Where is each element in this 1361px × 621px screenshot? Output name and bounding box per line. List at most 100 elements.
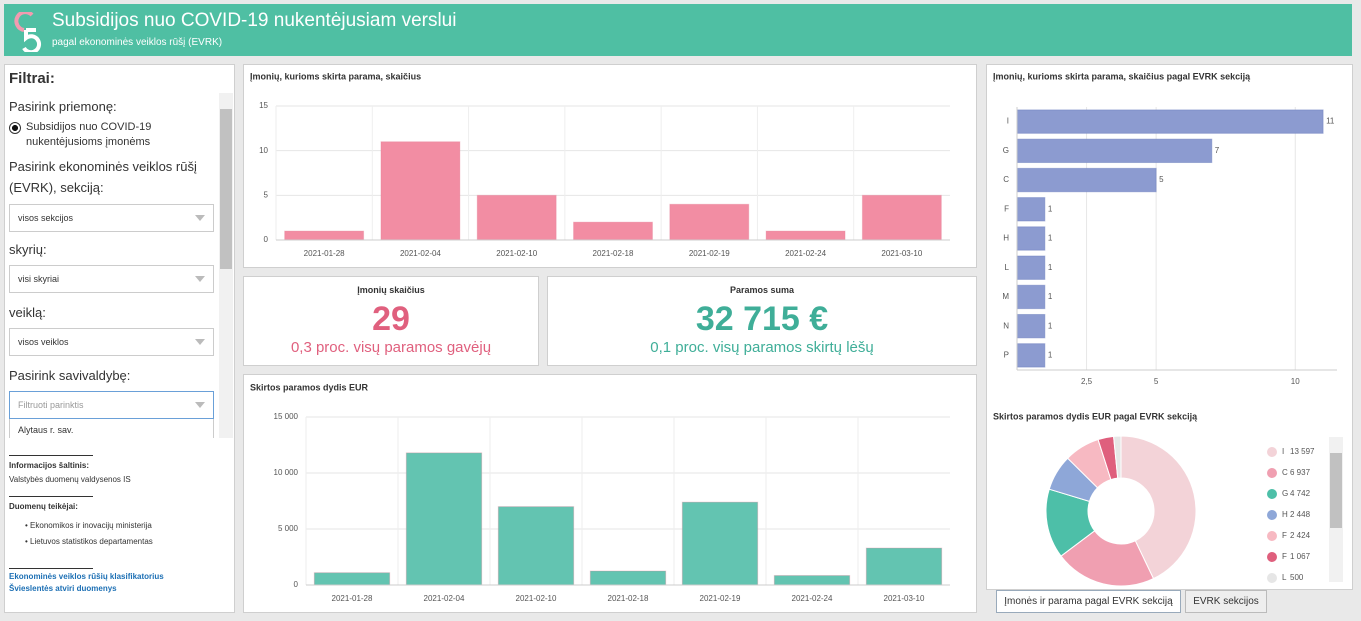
y-tick-label: H	[1003, 234, 1009, 243]
header: Subsidijos nuo COVID-19 nukentėjusiam ve…	[4, 4, 1352, 56]
x-tick-label: 2,5	[1081, 377, 1093, 386]
data-label: 11	[1326, 117, 1335, 126]
kpi-note: 0,1 proc. visų paramos skirtų lėšų	[650, 339, 874, 356]
sources: Informacijos šaltinis: Valstybės duomenų…	[9, 455, 229, 593]
chart: Skirtos paramos dydis EUR 0 5 000 10 000 15 …	[250, 382, 950, 603]
legend-value: 4 742	[1290, 489, 1311, 498]
chart-panel: Įmonių, kurioms skirta parama, skaičius …	[986, 64, 1353, 590]
kpi-card: Įmonių skaičius 29 0,3 proc. visų paramo…	[243, 276, 539, 366]
pie-slice	[1113, 435, 1122, 479]
kpi-title: Įmonių skaičius	[357, 285, 425, 295]
data-label: 1	[1048, 350, 1053, 359]
y-tick-label: 15	[259, 101, 268, 110]
logo	[14, 12, 42, 52]
legend-label: I	[1282, 447, 1284, 456]
y-tick-label: 15 000	[274, 412, 299, 421]
providers-label: Duomenų teikėjai:	[9, 502, 78, 511]
bar	[1016, 138, 1213, 164]
y-tick-label: 10	[259, 146, 268, 155]
legend-swatch	[1267, 531, 1277, 541]
municipality-option[interactable]: Alytaus r. sav.	[9, 419, 214, 438]
bar	[497, 506, 575, 586]
y-tick-label: P	[1004, 350, 1009, 359]
activity-select[interactable]: visos veiklos	[9, 328, 214, 356]
x-tick-label: 2021-02-18	[593, 249, 634, 258]
section-select[interactable]: visos sekcijos	[9, 204, 214, 232]
link[interactable]: Ekonominės veiklos rūšių klasifikatorius	[9, 572, 164, 581]
data-label: 5	[1159, 175, 1164, 184]
bar	[1016, 226, 1046, 251]
bar	[1016, 343, 1046, 368]
y-tick-label: L	[1005, 263, 1010, 272]
y-tick-label: G	[1003, 146, 1009, 155]
bar	[1016, 167, 1157, 193]
legend-value: 6 937	[1290, 468, 1311, 477]
x-tick-label: 2021-01-28	[332, 594, 373, 603]
bar	[1016, 255, 1046, 280]
bar	[1016, 197, 1046, 222]
bar	[1016, 109, 1324, 134]
bar	[1016, 284, 1046, 310]
x-tick-label: 2021-03-10	[884, 594, 925, 603]
filter-scroll: Pasirink priemonę: Subsidijos nuo COVID-…	[5, 93, 219, 438]
legend-label: F	[1282, 531, 1287, 540]
bar	[476, 194, 557, 241]
source-label: Informacijos šaltinis:	[9, 461, 90, 470]
x-tick-label: 2021-02-19	[689, 249, 730, 258]
measure-label: Pasirink priemonę:	[9, 99, 117, 114]
chart-title: Įmonių, kurioms skirta parama, skaičius …	[993, 71, 1251, 81]
division-select[interactable]: visi skyriai	[9, 265, 214, 293]
chart-panel: Įmonių, kurioms skirta parama, skaičius 0…	[243, 64, 977, 268]
legend-label: G	[1282, 489, 1288, 498]
bar	[865, 547, 943, 586]
legend-label: C	[1282, 468, 1288, 477]
y-tick-label: 10 000	[274, 468, 299, 477]
provider: • Lietuvos statistikos departamentas	[25, 537, 153, 546]
bar	[1016, 313, 1046, 339]
y-tick-label: N	[1003, 321, 1009, 330]
link[interactable]: Švieslentės atviri duomenys	[9, 584, 117, 593]
legend-value: 2 424	[1290, 531, 1311, 540]
data-label: 1	[1048, 263, 1053, 272]
legend-value: 13 597	[1290, 447, 1315, 456]
chart-title: Skirtos paramos dydis EUR pagal EVRK sek…	[993, 411, 1198, 421]
bar	[405, 452, 483, 586]
data-label: 1	[1048, 234, 1053, 243]
kpi-value: 32 715 €	[695, 300, 829, 338]
x-tick-label: 2021-02-10	[496, 249, 537, 258]
x-tick-label: 2021-03-10	[881, 249, 922, 258]
legend-swatch	[1267, 489, 1277, 499]
x-tick-label: 5	[1154, 377, 1159, 386]
legend-value: 2 448	[1290, 510, 1311, 519]
x-tick-label: 2021-02-04	[424, 594, 465, 603]
pie-slice	[1120, 435, 1197, 580]
chart: Įmonių, kurioms skirta parama, skaičius …	[993, 71, 1337, 587]
chart-title: Įmonių, kurioms skirta parama, skaičius	[250, 71, 421, 81]
filter-panel: Filtrai: Pasirink priemonę: Subsidijos n…	[4, 64, 235, 613]
legend-swatch	[1267, 552, 1277, 562]
municipality-search[interactable]: Filtruoti parinktis	[9, 391, 214, 419]
y-tick-label: 0	[264, 235, 269, 244]
scrollbar[interactable]	[219, 93, 233, 438]
provider-name: Lietuvos statistikos departamentas	[30, 537, 153, 546]
measure-radio[interactable]: Subsidijos nuo COVID-19 nukentėjusioms į…	[9, 120, 214, 150]
measure-option: Subsidijos nuo COVID-19 nukentėjusioms į…	[26, 121, 152, 148]
kpi-value: 29	[372, 300, 410, 338]
chart-title: Skirtos paramos dydis EUR	[250, 382, 369, 392]
x-tick-label: 2021-01-28	[304, 249, 345, 258]
y-tick-label: I	[1007, 117, 1009, 126]
tab[interactable]: EVRK sekcijos	[1185, 590, 1267, 613]
bar	[380, 141, 461, 241]
provider: • Ekonomikos ir inovacijų ministerija	[25, 521, 152, 530]
legend-label: F	[1282, 552, 1287, 561]
bar	[861, 194, 942, 241]
x-tick-label: 2021-02-24	[792, 594, 833, 603]
data-label: 7	[1215, 146, 1220, 155]
data-label: 1	[1048, 292, 1053, 301]
y-tick-label: C	[1003, 175, 1009, 184]
scrollbar[interactable]	[1329, 437, 1343, 582]
y-tick-label: 0	[294, 580, 299, 589]
legend-value: 1 067	[1290, 552, 1311, 561]
tab[interactable]: Įmonės ir parama pagal EVRK sekciją	[996, 590, 1181, 613]
